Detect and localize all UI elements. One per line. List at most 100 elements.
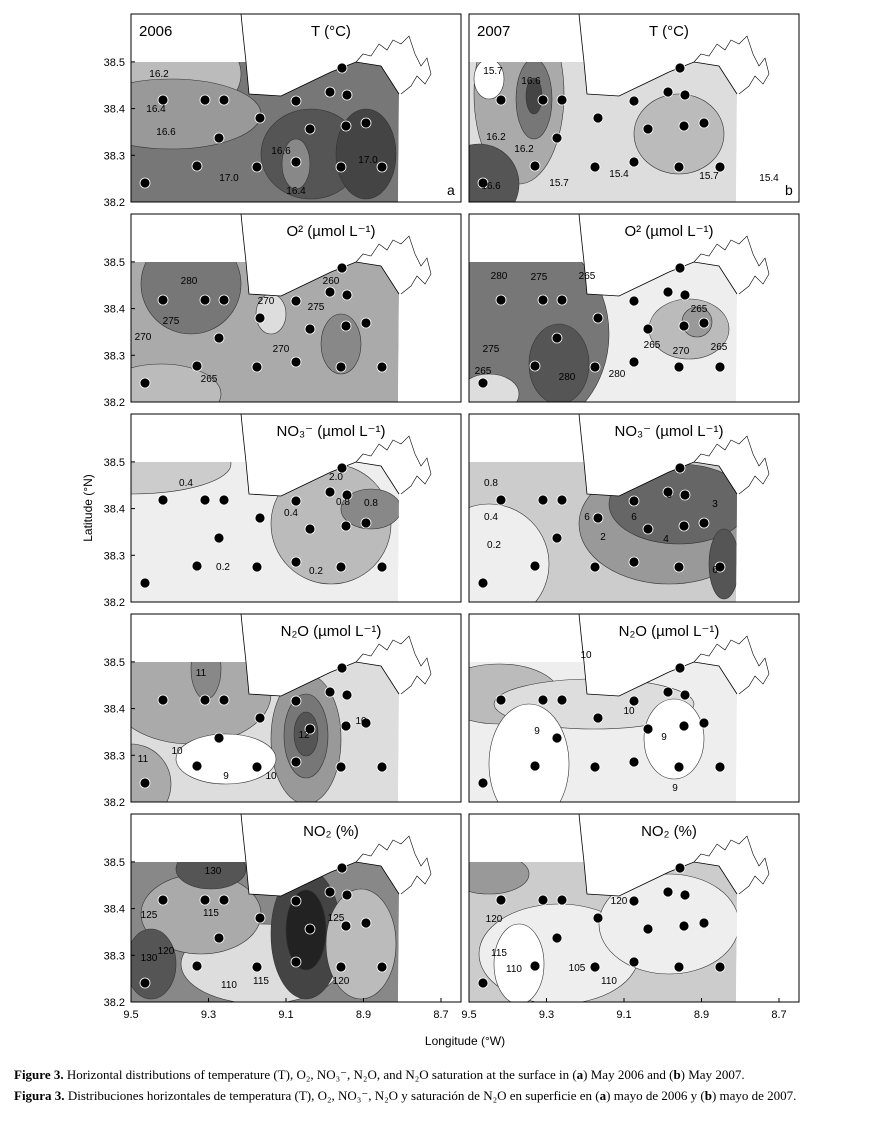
panel-year: 2007 [477, 23, 510, 40]
station [336, 462, 348, 474]
x-tick-label: 9.3 [539, 1009, 554, 1021]
station [251, 361, 263, 373]
station [335, 361, 347, 373]
contour-label: 16.6 [481, 181, 501, 192]
panel-frame [468, 613, 800, 803]
river [693, 35, 770, 95]
panel-title: NO₂ (%) [641, 823, 697, 840]
contour-label: 16.6 [521, 76, 541, 87]
contour-label: 265 [579, 271, 596, 282]
contour-field [469, 462, 737, 602]
station [336, 862, 348, 874]
contour-label: 10 [580, 650, 592, 661]
contour-field [469, 662, 737, 802]
river [355, 235, 432, 295]
station [324, 686, 336, 698]
contour-field [469, 862, 737, 1002]
contour-label: 130 [141, 953, 158, 964]
station [679, 289, 691, 301]
panel-frame [130, 813, 462, 1003]
contour-label: 280 [181, 276, 198, 287]
station [360, 917, 372, 929]
station [157, 94, 169, 106]
contour-label: 15.4 [759, 173, 779, 184]
caption-letter: a [599, 1088, 607, 1103]
contour-label: 275 [483, 344, 500, 355]
station [213, 932, 225, 944]
x-tick-label: 8.7 [433, 1009, 448, 1021]
contour-label: 17.0 [219, 173, 239, 184]
station [642, 523, 654, 535]
contour-label: 265 [201, 374, 218, 385]
contour-fill [320, 313, 362, 375]
contour-label: 265 [711, 342, 728, 353]
contour-label: 3 [712, 499, 718, 510]
river [355, 835, 432, 895]
station [191, 560, 203, 572]
station [324, 486, 336, 498]
station [157, 294, 169, 306]
station [642, 123, 654, 135]
station [324, 286, 336, 298]
map-panel: 280 275 270 265 270 270 275 260 O² (µmol L⁻¹) 38.… [104, 213, 462, 409]
station [360, 317, 372, 329]
station [628, 895, 640, 907]
station [341, 89, 353, 101]
contour-label: 6 [584, 512, 590, 523]
station [336, 62, 348, 74]
station [495, 694, 507, 706]
contour-field [131, 662, 399, 802]
map-panel: 16.2 16.4 16.6 17.0 16.6 16.4 17.0 T (°C) 2006 a 3… [104, 13, 462, 209]
station [254, 712, 266, 724]
contour-fill [340, 488, 399, 530]
y-tick-label: 38.5 [104, 657, 125, 669]
station [556, 94, 568, 106]
contour-label: 16.2 [486, 132, 506, 143]
station [698, 117, 710, 129]
contour-label: 265 [475, 366, 492, 377]
station [551, 532, 563, 544]
station [218, 694, 230, 706]
station [191, 360, 203, 372]
river [355, 635, 432, 695]
station [335, 161, 347, 173]
station [662, 286, 674, 298]
station [698, 517, 710, 529]
station [340, 520, 352, 532]
panel-title: T (°C) [311, 23, 351, 40]
contour-label: 2 [600, 532, 606, 543]
contour-label: 105 [569, 963, 586, 974]
river [355, 35, 432, 95]
contour-label: 4 [663, 534, 669, 545]
station [673, 361, 685, 373]
station [642, 323, 654, 335]
station [495, 894, 507, 906]
river [693, 835, 770, 895]
station [551, 132, 563, 144]
contour-fill [131, 662, 272, 745]
station [477, 377, 489, 389]
station [477, 777, 489, 789]
coastline [578, 813, 738, 897]
station [139, 977, 151, 989]
station [341, 689, 353, 701]
station [537, 494, 549, 506]
contour-fill [469, 503, 550, 602]
station [679, 89, 691, 101]
station [477, 977, 489, 989]
station [251, 761, 263, 773]
station [254, 312, 266, 324]
x-tick-label: 9.5 [123, 1009, 138, 1021]
station [674, 262, 686, 274]
coastline [240, 813, 400, 897]
contour-label: 0.8 [364, 498, 378, 509]
y-tick-label: 38.4 [104, 104, 125, 116]
y-tick-label: 38.5 [104, 457, 125, 469]
station [340, 120, 352, 132]
station [360, 517, 372, 529]
caption-letter: b [704, 1088, 712, 1103]
station [139, 777, 151, 789]
y-tick-label: 38.3 [104, 950, 125, 962]
station [304, 523, 316, 535]
station [537, 894, 549, 906]
